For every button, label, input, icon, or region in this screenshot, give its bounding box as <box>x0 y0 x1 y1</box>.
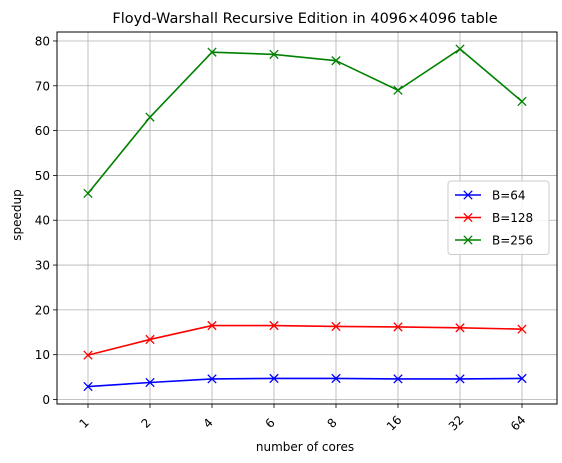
marker-stroke <box>517 373 527 384</box>
data-point-b-256 <box>393 85 403 95</box>
marker-stroke <box>393 85 403 95</box>
series-b-64 <box>83 373 527 392</box>
marker-stroke <box>331 321 341 332</box>
marker-stroke <box>269 373 279 384</box>
legend-marker <box>463 212 473 223</box>
marker-stroke <box>393 374 403 384</box>
marker-stroke <box>145 377 155 388</box>
y-tick-label: 70 <box>35 79 50 93</box>
legend-marker <box>463 235 473 245</box>
x-axis-label: number of cores <box>256 440 354 454</box>
data-point-b-256 <box>145 112 155 122</box>
legend-label: B=64 <box>492 189 526 203</box>
data-point-b-64 <box>455 374 465 384</box>
marker-stroke <box>83 381 93 392</box>
legend-item-b-64: B=64 <box>455 189 526 203</box>
data-point-b-256 <box>455 44 465 54</box>
data-point-b-256 <box>83 188 93 199</box>
data-point-b-256 <box>331 56 341 66</box>
marker-stroke <box>207 374 217 384</box>
marker-stroke <box>83 188 93 199</box>
series-b-128 <box>83 320 527 360</box>
series-layer <box>83 44 527 392</box>
marker-stroke <box>207 320 217 331</box>
y-tick-label: 0 <box>42 393 50 407</box>
series-b-256 <box>83 44 527 199</box>
marker-stroke <box>331 56 341 66</box>
data-point-b-256 <box>269 49 279 60</box>
data-point-b-128 <box>517 324 527 334</box>
marker-stroke <box>145 112 155 122</box>
y-tick-label: 50 <box>35 169 50 183</box>
data-point-b-64 <box>331 373 341 384</box>
y-tick-label: 30 <box>35 259 50 273</box>
legend-label: B=256 <box>492 234 533 248</box>
legend: B=64 B=128 B=256 <box>447 180 550 255</box>
data-point-b-256 <box>207 47 217 57</box>
data-point-b-128 <box>331 321 341 332</box>
marker-stroke <box>463 190 473 200</box>
y-tick-label: 10 <box>35 348 50 362</box>
marker-stroke <box>455 323 465 333</box>
marker-stroke <box>463 235 473 245</box>
data-point-b-128 <box>145 334 155 345</box>
marker-stroke <box>269 320 279 331</box>
legend-label: B=128 <box>492 211 533 225</box>
data-point-b-64 <box>517 373 527 384</box>
marker-stroke <box>455 44 465 54</box>
marker-stroke <box>393 322 403 332</box>
data-point-b-64 <box>207 374 217 384</box>
y-tick-label: 20 <box>35 303 50 317</box>
data-point-b-64 <box>145 377 155 388</box>
plot-area-frame <box>56 31 558 405</box>
marker-stroke <box>207 47 217 57</box>
series-line-b-256 <box>87 48 523 194</box>
y-tick-label: 60 <box>35 124 50 138</box>
marker-stroke <box>83 350 93 360</box>
data-point-b-64 <box>269 373 279 384</box>
marker-stroke <box>269 49 279 60</box>
grid <box>57 32 557 404</box>
legend-box <box>447 180 550 255</box>
data-point-b-128 <box>455 323 465 333</box>
data-point-b-128 <box>393 322 403 332</box>
chart-title: Floyd-Warshall Recursive Edition in 4096… <box>112 11 497 27</box>
legend-marker <box>463 190 473 200</box>
data-point-b-128 <box>269 320 279 331</box>
marker-stroke <box>463 212 473 223</box>
data-point-b-64 <box>393 374 403 384</box>
marker-stroke <box>517 96 527 107</box>
marker-stroke <box>517 324 527 334</box>
marker-stroke <box>331 373 341 384</box>
series-line-b-64 <box>87 377 523 388</box>
y-tick-label: 80 <box>35 34 50 48</box>
data-point-b-256 <box>517 96 527 107</box>
marker-stroke <box>455 374 465 384</box>
legend-item-b-128: B=128 <box>455 211 533 225</box>
data-point-b-128 <box>83 350 93 360</box>
data-point-b-64 <box>83 381 93 392</box>
y-tick-label: 40 <box>35 214 50 228</box>
marker-stroke <box>145 334 155 345</box>
series-line-b-128 <box>87 324 523 356</box>
y-axis-label: speedup <box>10 189 24 240</box>
legend-item-b-256: B=256 <box>455 234 533 248</box>
data-point-b-128 <box>207 320 217 331</box>
